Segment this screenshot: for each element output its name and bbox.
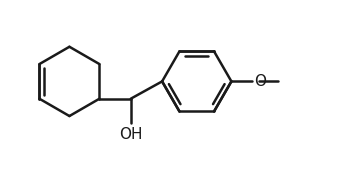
Text: OH: OH [119, 127, 142, 142]
Text: O: O [254, 74, 266, 89]
